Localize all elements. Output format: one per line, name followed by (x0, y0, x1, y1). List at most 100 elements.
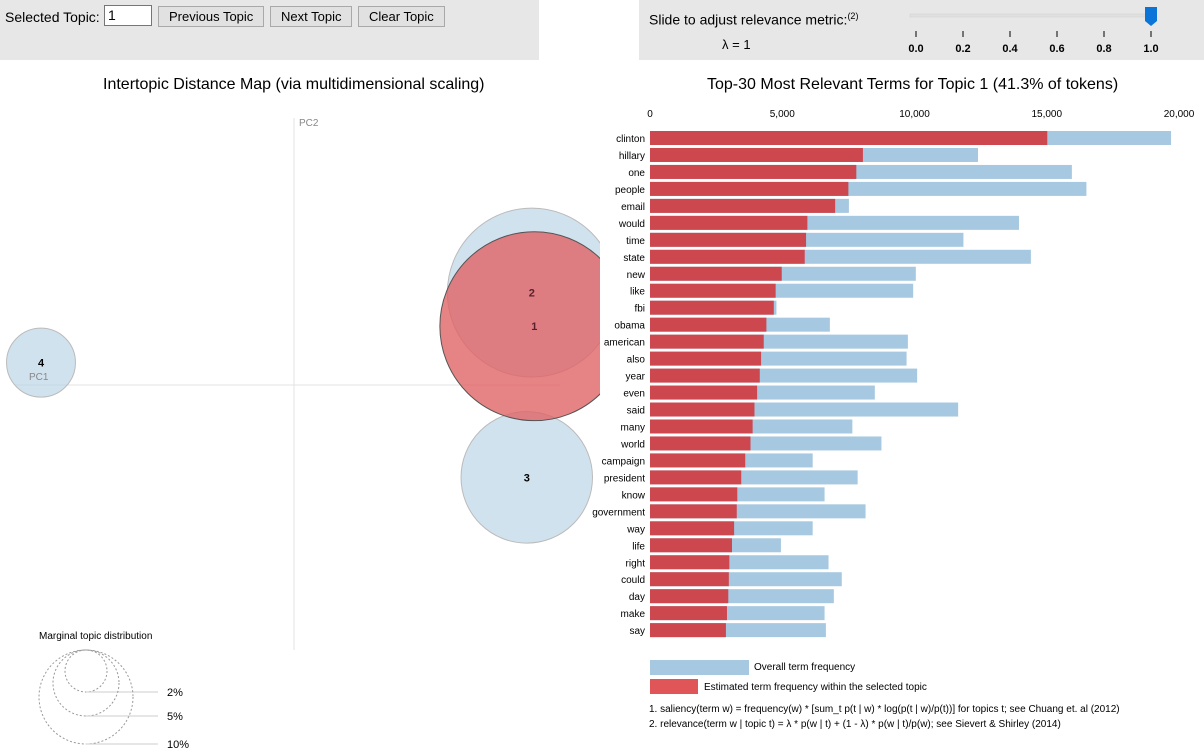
term-row[interactable]: world (620, 436, 882, 451)
term-label[interactable]: government (592, 507, 645, 518)
previous-topic-button[interactable]: Previous Topic (158, 6, 265, 27)
topic-frequency-bar[interactable] (650, 351, 762, 366)
term-label[interactable]: new (627, 270, 646, 281)
term-label[interactable]: year (626, 372, 646, 383)
term-row[interactable]: time (626, 232, 964, 247)
topic-frequency-bar[interactable] (650, 470, 742, 485)
topic-frequency-bar[interactable] (650, 555, 730, 570)
term-row[interactable]: also (627, 351, 907, 366)
term-row[interactable]: would (618, 215, 1019, 230)
topic-frequency-bar[interactable] (650, 147, 863, 162)
topic-circle-4[interactable] (6, 327, 76, 398)
term-row[interactable]: like (630, 283, 914, 298)
topic-frequency-bar[interactable] (650, 317, 767, 332)
topic-frequency-bar[interactable] (650, 402, 755, 417)
selected-topic-input[interactable]: 1 (104, 5, 152, 26)
term-label[interactable]: day (629, 592, 645, 603)
term-row[interactable]: clinton (616, 131, 1172, 145)
term-row[interactable]: state (623, 249, 1031, 264)
clear-topic-button[interactable]: Clear Topic (358, 6, 445, 27)
term-label[interactable]: clinton (616, 134, 645, 145)
topic-circle-1[interactable] (439, 231, 600, 422)
term-row[interactable]: say (629, 623, 826, 638)
term-row[interactable]: could (621, 572, 842, 587)
topic-label-4[interactable]: 4 (38, 358, 45, 370)
term-label[interactable]: time (626, 236, 645, 247)
topic-frequency-bar[interactable] (650, 385, 758, 400)
topic-frequency-bar[interactable] (650, 164, 857, 179)
term-label[interactable]: hillary (619, 151, 645, 162)
topic-label-2[interactable]: 2 (529, 288, 535, 300)
topic-frequency-bar[interactable] (650, 283, 776, 298)
topic-frequency-bar[interactable] (650, 368, 760, 383)
term-row[interactable]: email (621, 198, 849, 213)
term-label[interactable]: obama (614, 321, 645, 332)
term-label[interactable]: would (618, 219, 645, 230)
term-row[interactable]: make (621, 606, 825, 621)
slider-track[interactable] (909, 13, 1156, 18)
term-label[interactable]: campaign (602, 456, 645, 467)
topic-frequency-bar[interactable] (650, 487, 738, 502)
term-row[interactable]: people (615, 181, 1087, 196)
term-label[interactable]: president (604, 473, 645, 484)
topic-frequency-bar[interactable] (650, 606, 727, 621)
term-label[interactable]: also (627, 355, 646, 366)
term-label[interactable]: fbi (634, 304, 645, 315)
topic-frequency-bar[interactable] (650, 232, 807, 247)
term-row[interactable]: even (623, 385, 875, 400)
term-row[interactable]: one (628, 164, 1072, 179)
lambda-slider[interactable]: 0.0 0.2 0.4 0.6 0.8 1.0 (639, 0, 1204, 60)
topic-frequency-bar[interactable] (650, 131, 1048, 145)
term-row[interactable]: fbi (634, 300, 777, 315)
term-row[interactable]: hillary (619, 147, 978, 162)
term-label[interactable]: one (628, 168, 645, 179)
term-row[interactable]: said (627, 402, 959, 417)
topic-frequency-bar[interactable] (650, 521, 735, 536)
term-label[interactable]: make (621, 609, 646, 620)
term-label[interactable]: state (623, 253, 645, 264)
term-label[interactable]: american (604, 338, 645, 349)
next-topic-button[interactable]: Next Topic (270, 6, 353, 27)
topic-frequency-bar[interactable] (650, 300, 774, 315)
term-row[interactable]: right (626, 555, 829, 570)
topic-frequency-bar[interactable] (650, 589, 729, 604)
topic-frequency-bar[interactable] (650, 198, 836, 213)
term-label[interactable]: people (615, 185, 645, 196)
term-row[interactable]: know (622, 487, 825, 502)
term-row[interactable]: new (627, 266, 916, 281)
term-row[interactable]: year (626, 368, 918, 383)
topic-label-1[interactable]: 1 (531, 321, 537, 333)
topic-frequency-bar[interactable] (650, 215, 808, 230)
term-label[interactable]: like (630, 287, 645, 298)
term-row[interactable]: way (626, 521, 813, 536)
topic-frequency-bar[interactable] (650, 436, 751, 451)
term-label[interactable]: many (621, 422, 645, 433)
topic-frequency-bar[interactable] (650, 623, 726, 638)
term-row[interactable]: life (632, 538, 781, 553)
term-row[interactable]: many (621, 419, 853, 434)
term-row[interactable]: campaign (602, 453, 813, 468)
term-label[interactable]: say (629, 626, 645, 637)
term-label[interactable]: world (620, 439, 645, 450)
term-row[interactable]: american (604, 334, 908, 349)
term-label[interactable]: right (626, 558, 646, 569)
topic-frequency-bar[interactable] (650, 538, 732, 553)
term-label[interactable]: even (623, 389, 645, 400)
term-row[interactable]: obama (614, 317, 830, 332)
topic-frequency-bar[interactable] (650, 504, 737, 519)
term-row[interactable]: government (592, 504, 866, 519)
term-label[interactable]: know (622, 490, 646, 501)
topic-frequency-bar[interactable] (650, 572, 729, 587)
topic-frequency-bar[interactable] (650, 266, 782, 281)
topic-frequency-bar[interactable] (650, 453, 746, 468)
term-row[interactable]: president (604, 470, 858, 485)
topic-label-3[interactable]: 3 (524, 472, 530, 484)
term-label[interactable]: way (626, 524, 645, 535)
term-label[interactable]: said (627, 406, 645, 417)
topic-frequency-bar[interactable] (650, 334, 764, 349)
term-label[interactable]: life (632, 541, 645, 552)
term-row[interactable]: day (629, 589, 834, 604)
topic-frequency-bar[interactable] (650, 419, 753, 434)
term-label[interactable]: could (621, 575, 645, 586)
topic-frequency-bar[interactable] (650, 181, 849, 196)
